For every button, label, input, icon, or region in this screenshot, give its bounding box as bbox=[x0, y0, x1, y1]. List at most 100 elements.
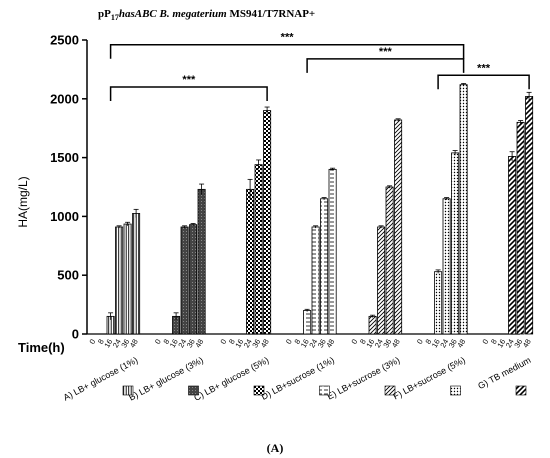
x-tick-label: 8 bbox=[489, 338, 499, 346]
x-tick-label: 16 bbox=[102, 338, 114, 350]
bar bbox=[246, 188, 255, 335]
bar bbox=[508, 156, 517, 335]
x-tick-label: 0 bbox=[87, 338, 97, 346]
x-tick-label: 36 bbox=[119, 338, 131, 350]
x-tick-label: 48 bbox=[193, 338, 205, 350]
pattern-swatch bbox=[188, 385, 199, 396]
bar bbox=[328, 168, 337, 335]
x-tick-label: 16 bbox=[233, 338, 245, 350]
x-tick-label: 0 bbox=[218, 338, 228, 346]
pattern-swatch bbox=[319, 385, 330, 396]
y-axis-label: HA(mg/L) bbox=[16, 176, 30, 227]
bar bbox=[434, 271, 443, 335]
x-tick-label: 24 bbox=[373, 338, 385, 350]
x-tick-label: 48 bbox=[324, 338, 336, 350]
bar bbox=[368, 315, 377, 335]
significance-bracket: *** bbox=[306, 46, 465, 73]
x-tick-label: 0 bbox=[415, 338, 425, 346]
pattern-swatch bbox=[384, 385, 396, 396]
y-tick-label: 2500 bbox=[50, 33, 79, 48]
x-tick-label: 48 bbox=[259, 338, 271, 350]
chart-title: pP17hasABC B. megaterium MS941/T7RNAP+ bbox=[98, 8, 315, 22]
x-tick-label: 36 bbox=[185, 338, 197, 350]
bar bbox=[394, 119, 403, 335]
x-tick-label: 16 bbox=[299, 338, 311, 350]
bar bbox=[303, 310, 312, 335]
bar bbox=[197, 188, 206, 335]
x-tick-label: 36 bbox=[316, 338, 328, 350]
bar bbox=[311, 226, 320, 335]
x-tick-label: 16 bbox=[430, 338, 442, 350]
bar bbox=[115, 226, 124, 335]
x-tick-label: 24 bbox=[111, 338, 123, 350]
x-tick-label: 0 bbox=[349, 338, 359, 346]
pattern-swatch bbox=[253, 385, 265, 396]
bar bbox=[525, 96, 534, 335]
bar bbox=[377, 226, 386, 335]
x-tick-label: 48 bbox=[455, 338, 467, 350]
significance-label: *** bbox=[281, 32, 295, 44]
bar-group bbox=[303, 167, 337, 335]
bar-group bbox=[172, 183, 206, 335]
x-tick-label: 0 bbox=[480, 338, 490, 346]
x-tick-label: 24 bbox=[504, 338, 516, 350]
x-tick-label: 24 bbox=[307, 338, 319, 350]
significance-bracket: *** bbox=[109, 32, 465, 59]
y-tick-label: 1000 bbox=[50, 209, 79, 224]
x-tick-label: 36 bbox=[447, 338, 459, 350]
x-tick-label: 0 bbox=[284, 338, 294, 346]
bar bbox=[459, 84, 468, 335]
x-tick-label: 8 bbox=[227, 338, 237, 346]
bar bbox=[254, 164, 263, 335]
x-tick-label: 8 bbox=[292, 338, 302, 346]
significance-bracket: *** bbox=[437, 62, 530, 90]
pattern-swatch bbox=[450, 385, 461, 396]
x-tick-label: 8 bbox=[358, 338, 368, 346]
significance-brackets: *** *** *** *** bbox=[109, 32, 530, 102]
bar bbox=[320, 198, 329, 335]
group-labels: A) LB+ glucose (1%)B) LB+ glucose (3%)C)… bbox=[62, 355, 533, 403]
y-tick-label: 0 bbox=[72, 327, 79, 342]
significance-label: *** bbox=[477, 62, 491, 74]
y-tick-label: 1500 bbox=[50, 150, 79, 165]
x-tick-label: 48 bbox=[521, 338, 533, 350]
bar bbox=[385, 186, 394, 335]
x-tick-label: 36 bbox=[250, 338, 262, 350]
x-tick-label: 16 bbox=[168, 338, 180, 350]
bar bbox=[516, 121, 525, 335]
x-tick-label: 16 bbox=[495, 337, 507, 349]
bar bbox=[451, 152, 460, 335]
bar-group bbox=[106, 208, 141, 335]
y-tick-label: 2000 bbox=[50, 91, 79, 106]
x-tick-label: 16 bbox=[364, 338, 376, 350]
significance-bracket: *** bbox=[109, 74, 268, 102]
x-tick-label: 48 bbox=[390, 338, 402, 350]
panel-label: (A) bbox=[267, 441, 284, 455]
pattern-swatch bbox=[122, 385, 134, 396]
bars bbox=[106, 83, 534, 335]
x-tick-label: 8 bbox=[161, 338, 171, 346]
bar-group bbox=[368, 118, 403, 335]
group-pattern-swatches bbox=[122, 385, 527, 396]
pattern-swatch bbox=[515, 385, 527, 396]
y-tick-label: 500 bbox=[57, 268, 79, 283]
bar bbox=[180, 226, 189, 335]
y-axis: 0 500 1000 1500 2000 2500 bbox=[50, 33, 520, 342]
x-tick-label: 24 bbox=[438, 338, 450, 350]
x-tick-label: 36 bbox=[381, 338, 393, 350]
bar bbox=[123, 223, 132, 335]
x-tick-label: 24 bbox=[176, 338, 188, 350]
significance-label: *** bbox=[379, 46, 393, 58]
x-tick-label: 48 bbox=[128, 338, 140, 350]
bar bbox=[442, 198, 451, 335]
bar bbox=[263, 110, 272, 335]
x-axis-label: Time(h) bbox=[18, 340, 65, 355]
significance-label: *** bbox=[182, 74, 196, 86]
x-tick-label: 8 bbox=[423, 338, 433, 346]
bar-group bbox=[246, 106, 272, 335]
bar-group bbox=[508, 91, 534, 335]
bar bbox=[132, 213, 141, 335]
x-tick-label: 8 bbox=[96, 338, 106, 346]
x-tick-label: 24 bbox=[242, 338, 254, 350]
